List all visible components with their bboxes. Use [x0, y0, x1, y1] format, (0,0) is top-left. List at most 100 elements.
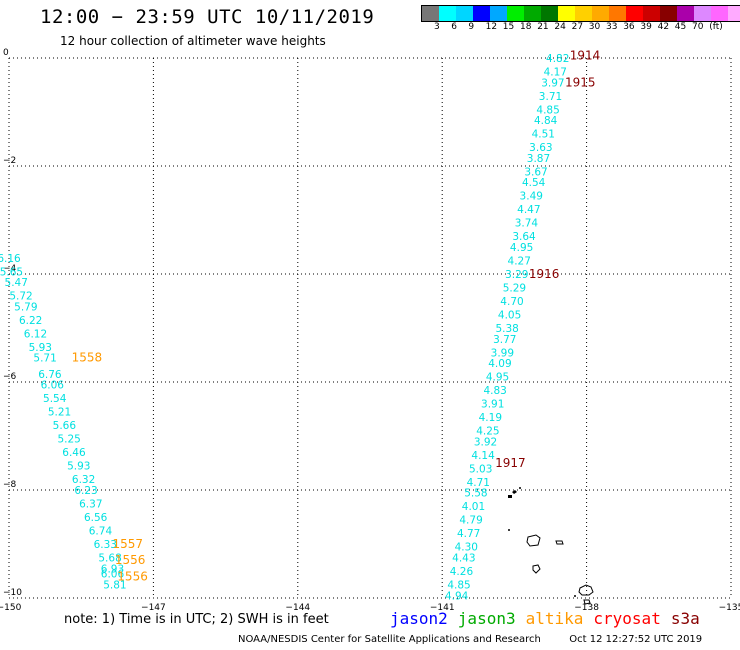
island-shape [526, 534, 541, 547]
wave-height-value: 4.09 [488, 358, 511, 370]
altimeter-tracks: 6.165.655.475.725.796.226.125.935.716.76… [0, 53, 569, 602]
satellite-legend-item: jason2 [390, 609, 448, 628]
wave-height-value: 4.47 [517, 204, 540, 216]
wave-height-value: 5.93 [67, 461, 90, 473]
lon-label: −150 [0, 603, 22, 613]
wave-height-value: 4.01 [462, 501, 485, 513]
wave-height-value: 3.64 [512, 231, 536, 243]
wave-height-value: 5.29 [503, 283, 526, 295]
wave-height-value: 5.47 [5, 277, 28, 289]
wave-height-value: 4.19 [479, 412, 502, 424]
wave-height-value: 6.37 [79, 499, 102, 511]
wave-height-value: 3.29 [505, 269, 528, 281]
wave-height-value: 5.72 [9, 291, 32, 303]
color-swatch [558, 6, 575, 21]
island-shape [555, 540, 564, 545]
color-scale-label: 6 [451, 22, 457, 32]
island-shape [508, 529, 510, 531]
wave-height-value: 4.30 [455, 542, 478, 554]
color-swatch [728, 6, 740, 21]
color-scale-label: 9 [468, 22, 475, 32]
wave-height-value: 4.71 [467, 477, 490, 489]
lon-label: −144 [285, 603, 310, 613]
wave-height-value: 5.25 [57, 434, 80, 446]
wave-height-value: 3.67 [524, 166, 547, 178]
island-shape [532, 564, 541, 574]
color-scale-label: 39 [640, 22, 652, 32]
color-scale-label: 24 [554, 22, 566, 32]
color-swatch [422, 6, 439, 21]
wave-height-value: 4.84 [534, 115, 558, 127]
island-shape [519, 487, 521, 489]
wave-height-value: 6.56 [84, 512, 108, 524]
color-scale-unit: (ft) [709, 22, 723, 32]
wave-height-value: 5.66 [53, 420, 77, 432]
wave-height-value: 5.68 [98, 553, 121, 565]
color-scale-label: 12 [485, 22, 498, 32]
color-scale-label: 21 [537, 22, 549, 32]
wave-height-value: 4.54 [522, 177, 546, 189]
wave-height-value: 3.63 [529, 142, 552, 154]
color-scale-label: 30 [588, 22, 601, 32]
wave-height-value: 6.76 [38, 369, 62, 381]
wave-height-value: 5.58 [464, 488, 487, 500]
wave-height-value: 4.83 [483, 385, 506, 397]
color-swatch [592, 6, 609, 21]
wave-height-value: 4.70 [500, 296, 523, 308]
wave-height-value: 5.79 [14, 301, 37, 313]
wave-height-value: 6.74 [89, 526, 113, 538]
color-swatch [439, 6, 456, 21]
wave-height-value: 5.21 [48, 407, 71, 419]
wave-height-value: 5.38 [495, 323, 518, 335]
satellite-legend-item: cryosat [593, 609, 661, 628]
note-text: note: 1) Time is in UTC; 2) SWH is in fe… [64, 612, 329, 627]
wave-height-value: 6.33 [94, 539, 117, 551]
color-scale-label: 3 [434, 22, 440, 32]
wave-height-value: 4.43 [452, 553, 475, 565]
wave-height-value: 3.49 [520, 191, 543, 203]
wave-height-value: 5.93 [29, 342, 52, 354]
color-scale-label: 70 [692, 22, 704, 32]
wave-height-value: 3.99 [491, 347, 514, 359]
time-label: 1916 [529, 267, 560, 281]
wave-height-value: 6.06 [41, 380, 65, 392]
color-swatch [541, 6, 558, 21]
time-label: 1914 [570, 48, 601, 62]
wave-height-value: 4.17 [544, 67, 567, 79]
wave-height-value: 5.65 [0, 266, 23, 278]
satellite-legend-item: altika [525, 609, 584, 628]
wave-height-value: 6.06 [101, 569, 125, 581]
wave-height-value: 4.25 [476, 426, 499, 438]
color-swatch [575, 6, 592, 21]
color-swatch [626, 6, 643, 21]
color-swatch [660, 6, 677, 21]
wave-height-value: 3.74 [515, 218, 539, 230]
time-label: 1556 [117, 569, 148, 583]
satellite-legend-item: s3a [670, 609, 700, 628]
color-swatch [677, 6, 694, 21]
lon-label: −147 [141, 603, 166, 613]
time-label: 1557 [112, 537, 143, 551]
wave-height-value: 4.14 [471, 450, 495, 462]
islands [508, 487, 594, 605]
lon-label: −138 [574, 603, 599, 613]
wave-height-value: 6.12 [24, 328, 47, 340]
wave-height-value: 4.26 [450, 566, 474, 578]
wave-height-value: 4.95 [510, 242, 533, 254]
wave-height-value: 6.22 [19, 315, 42, 327]
time-label: 1558 [72, 351, 103, 365]
color-scale-label: 33 [606, 22, 618, 32]
wave-height-value: 5.54 [43, 393, 67, 405]
color-swatch [507, 6, 524, 21]
wave-height-value: 4.85 [536, 104, 559, 116]
wave-height-value: 4.82 [546, 53, 569, 65]
wave-height-value: 3.91 [481, 399, 504, 411]
lon-label: −141 [430, 603, 455, 613]
page-subtitle: 12 hour collection of altimeter wave hei… [60, 34, 326, 48]
footer: NOAA/NESDIS Center for Satellite Applica… [238, 634, 702, 645]
color-scale-label: 36 [623, 22, 635, 32]
lat-label: −10 [3, 588, 22, 598]
time-label: 1917 [495, 456, 526, 470]
island-shape [508, 495, 512, 498]
